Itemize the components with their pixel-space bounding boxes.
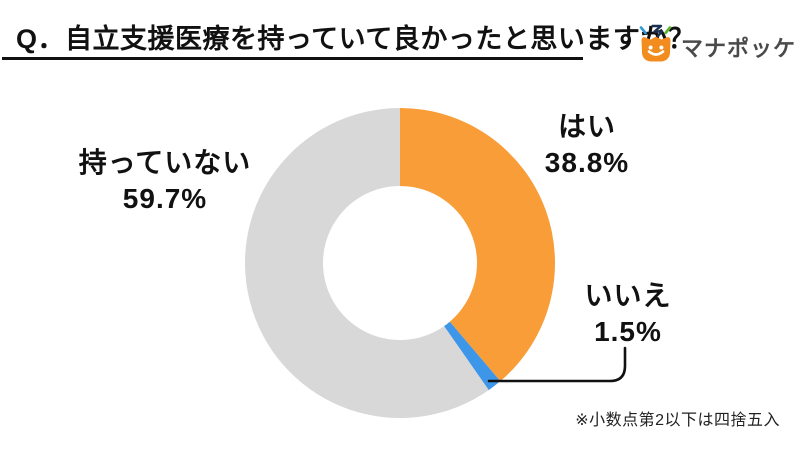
donut-segment-2: [245, 108, 489, 419]
slice-label-yes-value: 38.8%: [544, 147, 630, 178]
slice-label-yes-name: はい: [557, 111, 616, 142]
donut-segments: [245, 108, 555, 419]
slice-label-no-value: 1.5%: [594, 316, 662, 347]
slice-label-yes: はい 38.8%: [487, 109, 687, 181]
slice-label-not-have-value: 59.7%: [122, 183, 208, 214]
slice-label-not-have-name: 持っていない: [78, 147, 252, 178]
rounding-footnote: ※小数点第2以下は四捨五入: [575, 412, 780, 429]
donut-segment-0: [400, 108, 555, 382]
slice-label-no-name: いいえ: [584, 280, 672, 311]
brand-logo-text: マナポッケ: [681, 36, 797, 61]
slice-label-not-have: 持っていない 59.7%: [15, 145, 315, 217]
donut-segment-1: [444, 321, 501, 391]
slice-label-no: いいえ 1.5%: [528, 278, 728, 350]
manapokke-pocket-icon: [639, 24, 672, 62]
title-underline: [2, 57, 583, 60]
leader-line-no-slice: [487, 346, 627, 383]
brand-logo: マナポッケ: [636, 24, 796, 64]
page-title: Q．自立支援医療を持っていて良かったと思いますか？: [16, 24, 696, 54]
